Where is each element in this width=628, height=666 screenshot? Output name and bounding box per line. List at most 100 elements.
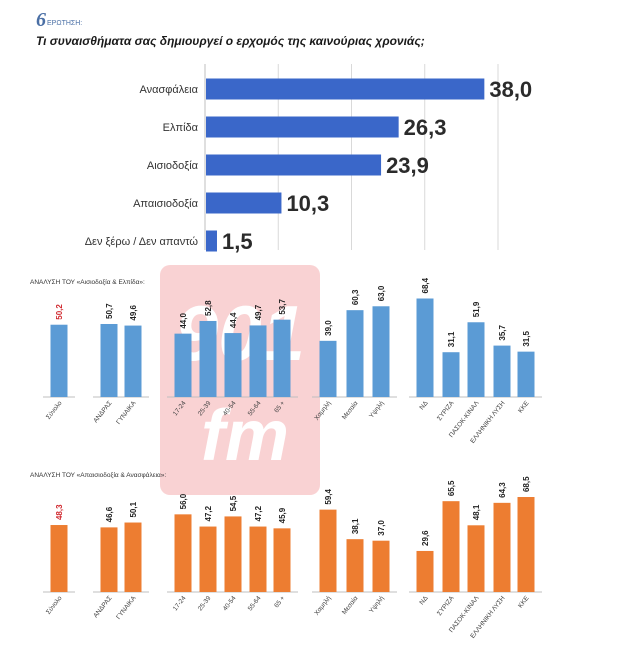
pessimism-chart-bar	[50, 525, 68, 592]
optimism-chart-category-label: Μεσαία	[340, 399, 360, 421]
pessimism-chart-category-label: 65 +	[273, 595, 287, 610]
optimism-chart-category-label: Σύνολο	[44, 399, 64, 421]
pessimism-chart-value-label: 48,1	[472, 504, 481, 520]
optimism-chart-category-label: ΓΥΝΑΙΚΑ	[115, 399, 138, 425]
optimism-chart-bar	[174, 333, 192, 397]
optimism-chart-category-label: 55-64	[247, 400, 263, 418]
pessimism-chart-category-label: ΓΥΝΑΙΚΑ	[115, 594, 138, 620]
pessimism-chart-bar	[493, 502, 511, 592]
optimism-chart-value-label: 39,0	[324, 320, 333, 336]
optimism-chart-category-label: Χαμηλή	[313, 400, 332, 422]
optimism-chart-bar	[493, 345, 511, 397]
pessimism-chart-value-label: 64,3	[498, 482, 507, 498]
optimism-chart-value-label: 68,4	[421, 277, 430, 293]
main-chart-category-label: Αισιοδοξία	[147, 160, 199, 172]
pessimism-chart-bar	[273, 528, 291, 592]
optimism-chart-category-label: 25-39	[197, 400, 213, 418]
optimism-chart-value-label: 49,7	[254, 304, 263, 320]
pessimism-chart-bar	[319, 509, 337, 592]
pessimism-chart-bar	[442, 501, 460, 592]
optimism-chart-bar	[319, 340, 337, 397]
main-chart-bar	[206, 116, 399, 138]
optimism-chart-bar	[199, 320, 217, 397]
optimism-chart-value-label: 31,1	[447, 331, 456, 347]
main-chart-bar	[206, 230, 217, 252]
main-chart-bar	[206, 192, 282, 214]
optimism-chart-category-label: 65 +	[273, 400, 287, 415]
optimism-chart-value-label: 31,5	[522, 331, 531, 347]
pessimism-chart-value-label: 65,5	[447, 480, 456, 496]
optimism-chart-bar	[416, 298, 434, 397]
optimism-chart-category-label: 17-24	[172, 400, 188, 418]
pessimism-chart-value-label: 47,2	[204, 505, 213, 521]
main-chart-bar	[206, 154, 382, 176]
main-chart-value-label: 1,5	[222, 229, 253, 254]
pessimism-chart-bar	[199, 526, 217, 592]
optimism-chart-value-label: 44,0	[179, 313, 188, 329]
pessimism-chart-bar	[416, 550, 434, 592]
optimism-chart-value-label: 50,7	[105, 303, 114, 319]
pessimism-chart-category-label: ΣΥΡΙΖΑ	[436, 594, 456, 617]
pessimism-chart-value-label: 56,0	[179, 493, 188, 509]
pessimism-chart-value-label: 37,0	[377, 520, 386, 536]
pessimism-chart-category-label: 55-64	[247, 595, 263, 613]
optimism-chart-bar	[249, 325, 267, 397]
main-chart-category-label: Δεν ξέρω / Δεν απαντώ	[85, 236, 199, 248]
optimism-chart-bar	[467, 322, 485, 397]
pessimism-chart-value-label: 54,5	[229, 495, 238, 511]
pessimism-chart-value-label: 38,1	[351, 518, 360, 534]
section-title-optimism: ΑΝΑΛΥΣΗ ΤΟΥ «Αισιοδοξία & Ελπίδα»:	[30, 279, 145, 286]
question-number-badge: 6 ΕΡΩΤΗΣΗ:	[36, 9, 83, 31]
optimism-chart-bar	[517, 351, 535, 397]
pessimism-chart-bar	[517, 497, 535, 592]
optimism-chart-bar	[273, 319, 291, 397]
section-title-pessimism: ΑΝΑΛΥΣΗ ΤΟΥ «Απαισιοδοξία & Ανασφάλεια»:	[30, 472, 167, 479]
optimism-chart-bar	[442, 352, 460, 397]
optimism-chart-value-label: 63,0	[377, 285, 386, 301]
pessimism-chart-category-label: 40-54	[222, 595, 238, 613]
pessimism-chart-category-label: ΝΔ	[418, 594, 429, 606]
pessimism-chart-bar	[372, 540, 390, 592]
optimism-chart-bar	[124, 325, 142, 397]
main-chart-category-label: Απαισιοδοξία	[133, 198, 199, 210]
optimism-chart-category-label: 40-54	[222, 400, 238, 418]
main-chart-value-label: 23,9	[386, 153, 429, 178]
pessimism-chart-category-label: ΑΝΔΡΑΣ	[92, 595, 113, 619]
pessimism-chart-category-label: 17-24	[172, 595, 188, 613]
pessimism-chart-value-label: 68,5	[522, 476, 531, 492]
pessimism-chart-bar	[174, 514, 192, 592]
optimism-chart-category-label: ΑΝΔΡΑΣ	[92, 400, 113, 424]
main-chart-bar	[206, 78, 485, 100]
optimism-chart-category-label: ΚΚΕ	[517, 399, 531, 414]
pessimism-chart-category-label: Σύνολο	[44, 594, 64, 616]
optimism-chart-bar	[224, 333, 242, 397]
main-chart-value-label: 10,3	[286, 191, 329, 216]
optimism-chart-bar	[50, 324, 68, 397]
pessimism-chart-category-label: Μεσαία	[340, 594, 360, 616]
pessimism-chart-bar	[467, 525, 485, 592]
pessimism-chart-category-label: 25-39	[197, 595, 213, 613]
optimism-chart-value-label: 50,2	[55, 304, 64, 320]
optimism-chart-value-label: 44,4	[229, 312, 238, 328]
pessimism-chart-category-label: Υψηλή	[368, 595, 386, 615]
optimism-chart-value-label: 51,9	[472, 301, 481, 317]
logo-suffix: fm	[201, 396, 289, 476]
main-chart-category-label: Ανασφάλεια	[140, 84, 199, 96]
optimism-chart-bar	[372, 306, 390, 397]
optimism-chart-value-label: 60,3	[351, 289, 360, 305]
main-chart-category-label: Ελπίδα	[163, 122, 199, 134]
question-title: Τι συναισθήματα σας δημιουργεί ο ερχομός…	[36, 34, 425, 48]
main-chart-value-label: 26,3	[404, 115, 447, 140]
pessimism-chart-bar	[346, 539, 364, 592]
badge-word: ΕΡΩΤΗΣΗ:	[47, 20, 83, 27]
pessimism-chart-value-label: 59,4	[324, 489, 333, 505]
badge-number: 6	[36, 9, 46, 31]
pessimism-chart-value-label: 47,2	[254, 505, 263, 521]
pessimism-chart-bar	[224, 516, 242, 592]
optimism-chart-bar	[346, 310, 364, 397]
optimism-chart-value-label: 35,7	[498, 324, 507, 340]
pessimism-chart-bar	[124, 522, 142, 592]
optimism-chart-category-label: Υψηλή	[368, 400, 386, 420]
pessimism-chart-value-label: 45,9	[278, 507, 287, 523]
